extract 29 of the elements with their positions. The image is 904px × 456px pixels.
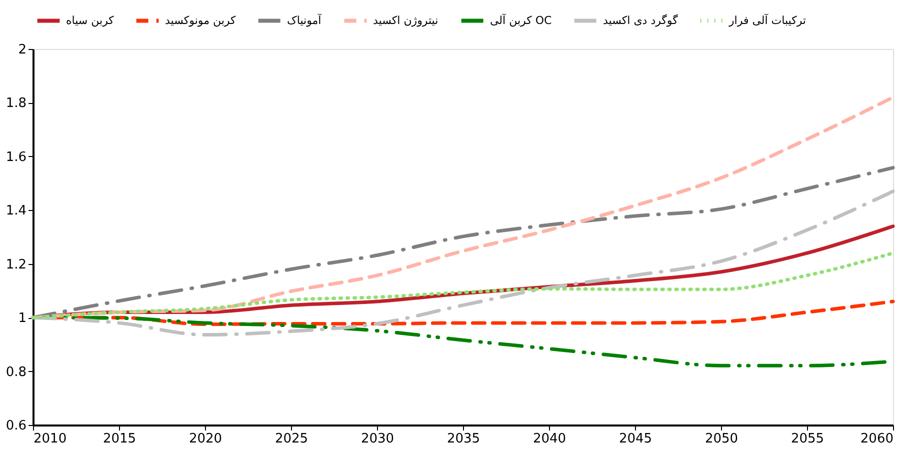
y-tick-label: 1.2 bbox=[6, 257, 26, 272]
x-tick-label: 2035 bbox=[446, 432, 480, 446]
x-tick-label: 2055 bbox=[790, 432, 824, 446]
y-tick-label: 1.6 bbox=[6, 150, 26, 165]
legend-label: نیتروژن اکسید bbox=[373, 14, 438, 27]
legend-label: کربن مونوکسید bbox=[165, 14, 236, 27]
y-tick-label: 1.4 bbox=[6, 204, 26, 219]
legend-label: ترکیبات آلی فرار bbox=[728, 12, 806, 27]
legend-label: کربن سیاه bbox=[66, 14, 115, 27]
x-tick-label: 2015 bbox=[102, 432, 136, 446]
y-tick-label: 0.8 bbox=[6, 364, 26, 380]
y-tick-label: 2 bbox=[18, 42, 26, 58]
line-series bbox=[31, 251, 895, 320]
legend-label: آمونیاک bbox=[287, 12, 322, 27]
x-tick-label: 2025 bbox=[274, 432, 308, 446]
line-series bbox=[31, 190, 895, 337]
y-tick-label: 1.8 bbox=[6, 96, 26, 112]
x-tick-label: 2010 bbox=[34, 432, 67, 446]
y-tick-label: 1 bbox=[18, 311, 26, 326]
x-tick-label: 2020 bbox=[188, 432, 222, 446]
x-tick-label: 2040 bbox=[532, 432, 566, 446]
x-tick-label: 2045 bbox=[618, 432, 652, 446]
line-series bbox=[31, 166, 895, 320]
x-tick-label: 2050 bbox=[704, 432, 738, 446]
x-tick-label: 2060 bbox=[860, 432, 894, 446]
y-tick-label: 0.6 bbox=[6, 418, 26, 434]
legend-label: کربن آلی OC bbox=[490, 12, 552, 27]
legend-label: گوگرد دی اکسید bbox=[603, 14, 679, 27]
x-tick-label: 2030 bbox=[360, 432, 394, 446]
